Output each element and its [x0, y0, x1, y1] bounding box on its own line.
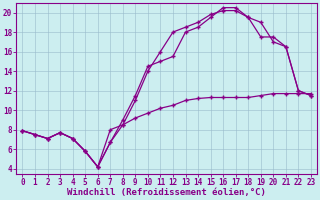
X-axis label: Windchill (Refroidissement éolien,°C): Windchill (Refroidissement éolien,°C): [67, 188, 266, 197]
